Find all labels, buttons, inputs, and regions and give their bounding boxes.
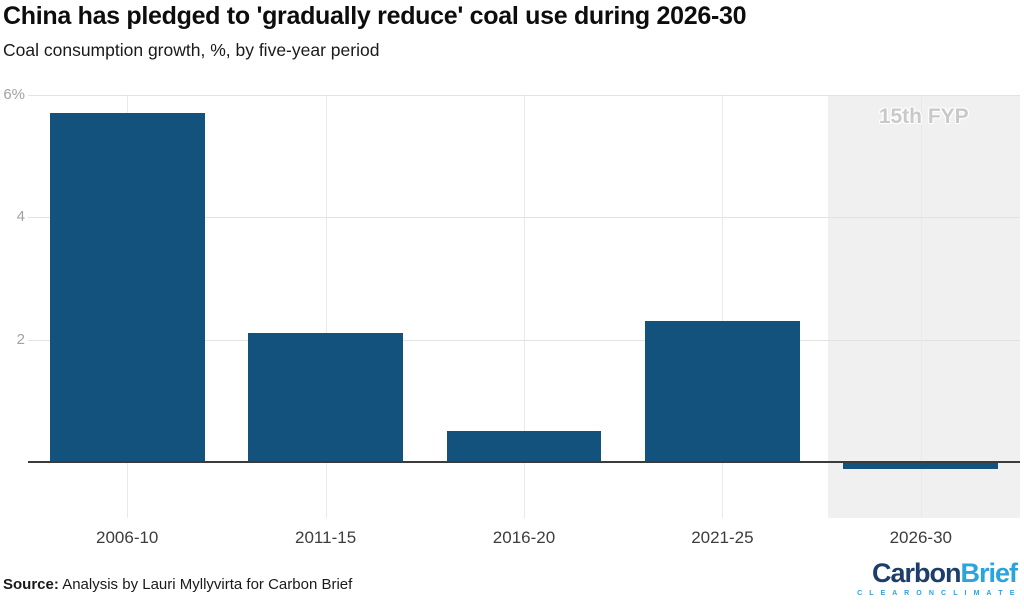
x-tick-label: 2011-15 [295,528,357,547]
bar [446,431,602,462]
highlight-band [827,95,1020,518]
source-text: Analysis by Lauri Myllyvirta for Carbon … [58,576,353,593]
chart-subtitle: Coal consumption growth, %, by five-year… [3,40,380,60]
bar [49,113,205,462]
carbonbrief-logo: CarbonBrief C L E A R O N C L I M A T E [857,558,1018,598]
chart-title: China has pledged to 'gradually reduce' … [3,2,747,30]
y-tick-label: 6% [3,86,25,103]
band-label: 15th FYP [878,105,969,128]
source-label: Source: [3,576,59,593]
bar [645,321,800,462]
bar [843,462,999,469]
v-gridline [722,95,724,518]
y-tick-label: 4 [16,208,25,226]
x-tick-label: 2006-10 [96,528,159,547]
logo-tagline: C L E A R O N C L I M A T E [857,590,1017,597]
plot-area: 15th FYP [28,95,1020,518]
v-gridline [325,95,327,518]
bar [248,333,403,462]
x-tick-label: 2026-30 [889,528,952,547]
x-tick-label: 2021-25 [691,528,754,547]
y-tick-label: 2 [16,330,25,348]
v-gridline [524,95,525,518]
logo-wordmark: CarbonBrief [857,558,1018,588]
v-gridline [920,95,922,518]
bar-chart: 15th FYP 6% 4 2 2006-10 2011-15 2016-20 2021-2… [0,86,1024,547]
zero-axis-line [28,460,1020,463]
logo-brief: Brief [960,558,1018,588]
x-tick-label: 2016-20 [492,528,556,547]
source-note: Source: Analysis by Lauri Myllyvirta for… [3,576,352,593]
logo-carbon: Carbon [871,558,961,588]
